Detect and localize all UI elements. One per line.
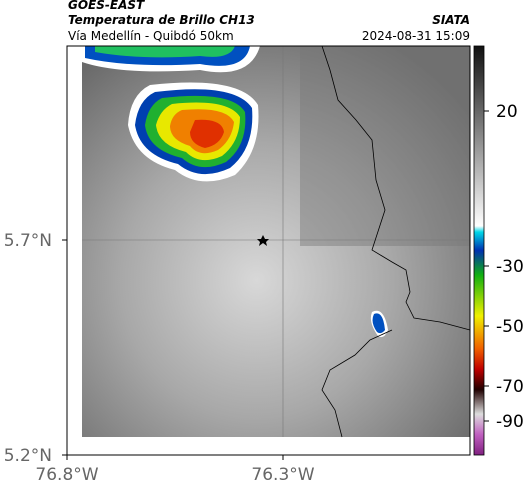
colorbar bbox=[473, 45, 485, 456]
lon-tick-label: 76.3°W bbox=[251, 465, 314, 485]
colorbar-tick-label: -70 bbox=[496, 377, 524, 397]
colorbar-tick-label: -50 bbox=[496, 317, 524, 337]
lat-tick-label: 5.7°N bbox=[4, 231, 52, 251]
map bbox=[66, 45, 471, 456]
product: Temperatura de Brillo CH13 bbox=[68, 13, 255, 27]
org: SIATA bbox=[432, 13, 470, 27]
lat-tick-label: 5.2°N bbox=[4, 446, 52, 466]
lon-tick-label: 76.8°W bbox=[35, 465, 98, 485]
colorbar-tick-label: 20 bbox=[496, 102, 518, 122]
colorbar-tick-label: -90 bbox=[496, 412, 524, 432]
colorbar-tick-label: -30 bbox=[496, 257, 524, 277]
datetime: 2024-08-31 15:09 bbox=[362, 29, 470, 43]
source: GOES-EAST bbox=[68, 0, 145, 12]
route: Vía Medellín - Quibdó 50km bbox=[68, 29, 234, 43]
